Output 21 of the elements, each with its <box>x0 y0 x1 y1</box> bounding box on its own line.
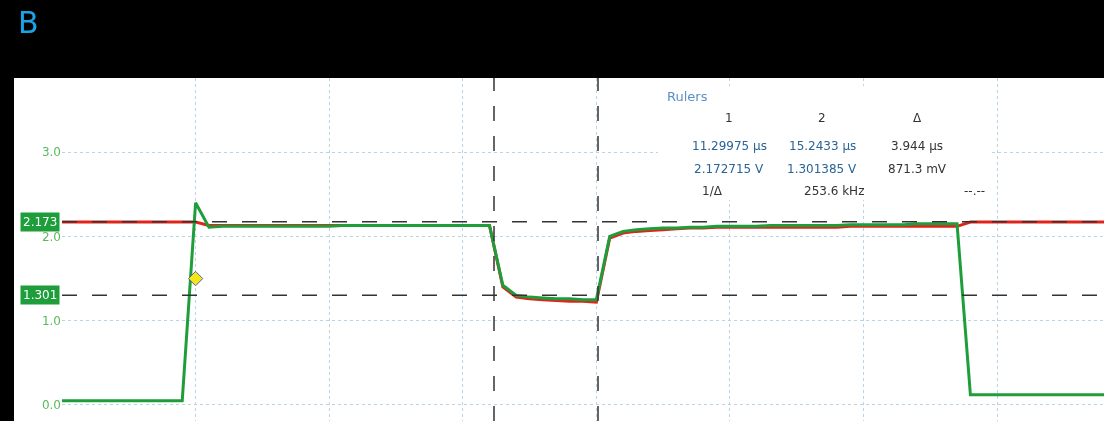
annotation: --.-- <box>964 184 986 198</box>
y-tick-label: 0.0 <box>41 398 61 413</box>
line-series <box>62 201 1104 403</box>
y-tick-label: 3.0 <box>41 145 61 160</box>
annotation: 1.301385 V <box>787 162 858 176</box>
annotation: 871.3 mV <box>888 162 947 176</box>
annotation: 253.6 kHz <box>804 184 865 198</box>
annotation: 1 <box>725 111 733 125</box>
ref-line-label: 2.173 <box>23 215 58 229</box>
annotation: Δ <box>913 111 922 125</box>
annotation: 2 <box>818 111 826 125</box>
annotation: 1/Δ <box>702 184 723 198</box>
y-tick-label: 2.0 <box>41 229 61 244</box>
annotation: 3.944 µs <box>891 139 944 153</box>
annotation: 2.172715 V <box>694 162 765 176</box>
annotation: 11.29975 µs <box>692 139 767 153</box>
ref-line-label: 1.301 <box>23 288 58 302</box>
chart-title: B <box>18 5 39 40</box>
annotation: Rulers <box>667 89 708 104</box>
annotation: 15.2433 µs <box>789 139 857 153</box>
y-tick-label: 1.0 <box>41 313 61 328</box>
